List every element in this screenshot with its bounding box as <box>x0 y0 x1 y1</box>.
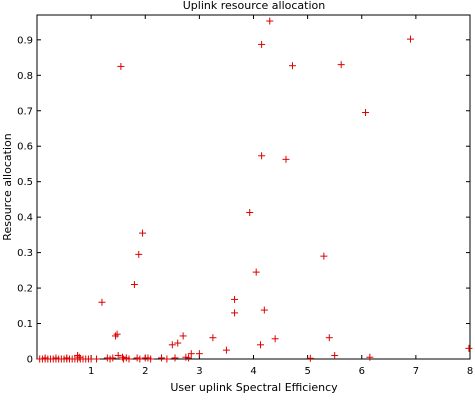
data-point <box>257 341 265 349</box>
data-point <box>93 355 101 363</box>
data-point <box>258 40 266 48</box>
y-tick-label: 0.9 <box>17 35 33 46</box>
data-point <box>75 353 83 361</box>
x-tick-label: 7 <box>413 366 419 377</box>
data-point <box>288 62 296 70</box>
data-point <box>111 332 119 340</box>
y-tick-label: 0.4 <box>17 213 33 224</box>
y-tick-label: 0.3 <box>17 248 33 259</box>
data-points <box>36 17 473 363</box>
y-axis-label: Resource allocation <box>1 133 14 240</box>
data-point <box>260 306 268 314</box>
data-point <box>465 344 473 352</box>
data-point <box>119 353 127 361</box>
data-point <box>185 354 193 362</box>
x-tick-label: 6 <box>359 366 365 377</box>
x-axis: 1 2 3 4 5 6 7 8 <box>88 15 473 377</box>
data-point <box>362 109 370 117</box>
data-point <box>139 229 147 237</box>
y-axis: 0 0.1 0.2 0.3 0.4 0.5 0.6 0.7 0.8 0.9 <box>17 35 470 366</box>
x-axis-label: User uplink Spectral Efficiency <box>170 381 338 394</box>
data-point <box>130 281 138 289</box>
data-point <box>117 62 125 70</box>
y-tick-label: 0.1 <box>17 319 33 330</box>
data-point <box>168 341 176 349</box>
data-point <box>174 339 182 347</box>
data-point <box>98 298 106 306</box>
data-point <box>366 353 374 361</box>
y-tick-label: 0.2 <box>17 284 33 295</box>
data-point <box>147 355 155 363</box>
data-point <box>325 334 333 342</box>
y-tick-label: 0.8 <box>17 71 33 82</box>
data-point <box>136 355 144 363</box>
data-point <box>41 354 49 362</box>
data-point <box>406 35 414 43</box>
data-point <box>209 334 217 342</box>
data-point <box>135 250 143 258</box>
data-point <box>231 295 239 303</box>
data-point <box>163 355 171 363</box>
data-point <box>266 17 274 25</box>
y-tick-label: 0 <box>27 355 33 366</box>
x-tick-label: 8 <box>467 366 473 377</box>
x-tick-label: 1 <box>88 366 94 377</box>
data-point <box>52 354 60 362</box>
data-point <box>337 61 345 69</box>
data-point <box>320 252 328 260</box>
data-point <box>252 268 260 276</box>
x-tick-label: 4 <box>250 366 256 377</box>
data-point <box>179 332 187 340</box>
data-point <box>171 354 179 362</box>
y-tick-label: 0.5 <box>17 177 33 188</box>
y-tick-label: 0.7 <box>17 106 33 117</box>
data-point <box>258 152 266 160</box>
data-point <box>114 351 122 359</box>
data-point <box>331 351 339 359</box>
y-tick-label: 0.6 <box>17 142 33 153</box>
data-point <box>63 354 71 362</box>
data-point <box>222 346 230 354</box>
chart-title: Uplink resource allocation <box>183 0 326 12</box>
data-point <box>157 354 165 362</box>
data-point <box>231 309 239 317</box>
data-point <box>282 155 290 163</box>
data-point <box>74 351 82 359</box>
data-point <box>109 354 117 362</box>
x-tick-label: 3 <box>196 366 202 377</box>
x-tick-label: 5 <box>304 366 310 377</box>
data-point <box>306 354 314 362</box>
data-point <box>125 355 133 363</box>
data-point <box>187 350 195 358</box>
data-point <box>271 335 279 343</box>
plot-area-frame <box>36 14 471 360</box>
data-point <box>195 350 203 358</box>
data-point <box>246 209 254 217</box>
x-tick-label: 2 <box>142 366 148 377</box>
data-point <box>113 330 121 338</box>
